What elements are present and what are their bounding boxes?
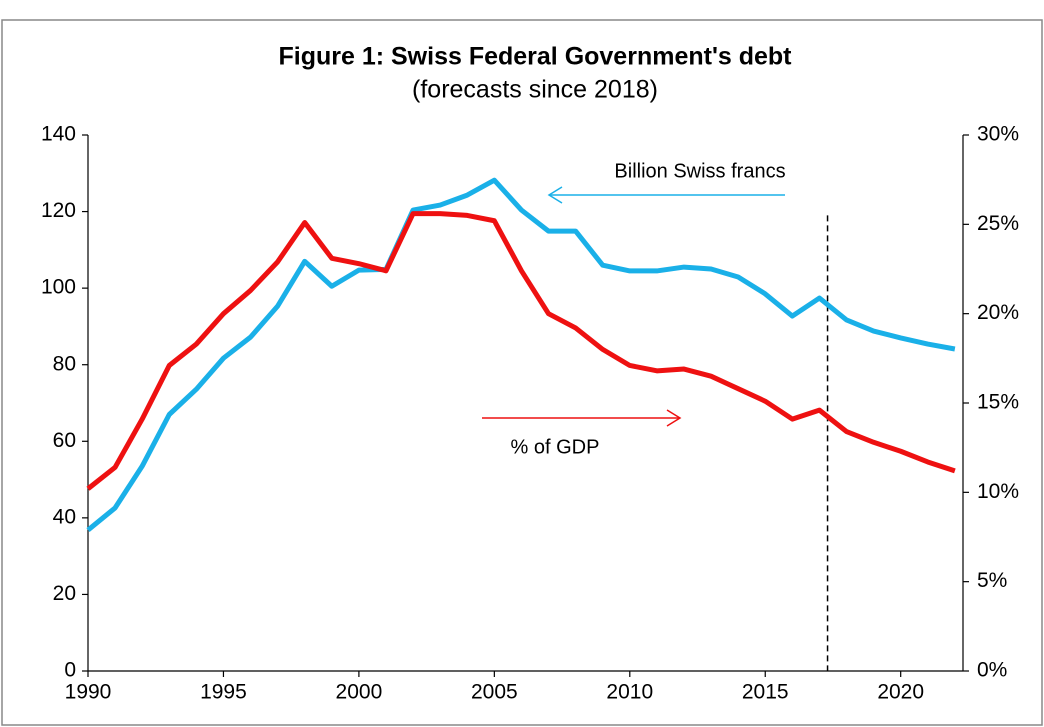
series-line	[86, 211, 956, 491]
y-tick-label: 40	[53, 505, 76, 528]
y2-tick-label: 5%	[977, 569, 1007, 592]
y2-tick-label: 10%	[977, 480, 1019, 503]
series-label: % of GDP	[511, 436, 600, 458]
series-label: Billion Swiss francs	[614, 160, 785, 182]
x-tick-label: 2015	[742, 681, 789, 704]
chart-title: Figure 1: Swiss Federal Government's deb…	[278, 43, 792, 71]
y2-tick-label: 15%	[977, 391, 1019, 414]
x-tick-label: 2000	[336, 681, 383, 704]
y2-tick-label: 25%	[977, 212, 1019, 235]
x-tick-label: 1990	[65, 681, 112, 704]
y-tick-label: 100	[41, 276, 76, 299]
x-tick-label: 2005	[471, 681, 518, 704]
y-tick-label: 20	[53, 582, 76, 605]
y-tick-label: 0	[64, 659, 76, 682]
arrow-head	[547, 186, 563, 204]
arrow-head	[666, 409, 682, 427]
chart-frame	[1, 19, 1043, 726]
series-line	[86, 177, 956, 533]
y2-tick-label: 20%	[977, 301, 1019, 324]
x-tick-label: 2020	[877, 681, 924, 704]
y-tick-label: 120	[41, 199, 76, 222]
chart-subtitle: (forecasts since 2018)	[412, 76, 658, 104]
y2-tick-label: 0%	[977, 659, 1007, 682]
y-tick-label: 140	[41, 123, 76, 146]
x-tick-label: 2010	[606, 681, 653, 704]
y2-tick-label: 30%	[977, 123, 1019, 146]
x-tick-label: 1995	[200, 681, 247, 704]
y-tick-label: 80	[53, 352, 76, 375]
y-tick-label: 60	[53, 429, 76, 452]
